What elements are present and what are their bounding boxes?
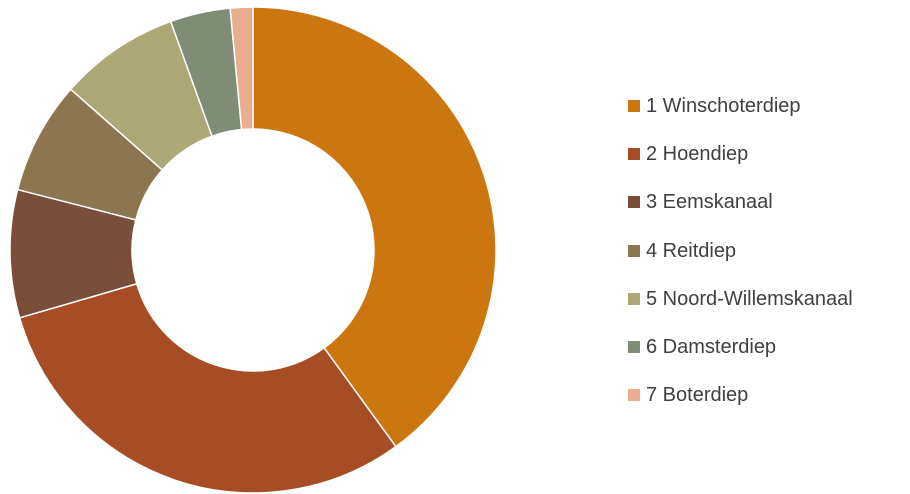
legend-swatch xyxy=(628,244,640,257)
legend-swatch xyxy=(628,389,640,402)
legend-item-5: 5 Noord-Willemskanaal xyxy=(628,286,853,312)
legend-item-3: 3 Eemskanaal xyxy=(628,189,853,215)
legend-label: 4 Reitdiep xyxy=(646,239,737,262)
legend-label: 2 Hoendiep xyxy=(646,143,749,166)
legend-swatch xyxy=(628,292,640,305)
legend-label: 1 Winschoterdiep xyxy=(646,95,801,117)
legend-label: 5 Noord-Willemskanaal xyxy=(646,287,853,310)
legend-label: 7 Boterdiep xyxy=(646,384,749,407)
legend-swatch xyxy=(628,100,640,112)
legend-label: 3 Eemskanaal xyxy=(646,191,773,214)
legend-swatch xyxy=(628,148,640,161)
legend-swatch xyxy=(628,196,640,209)
legend-item-6: 6 Damsterdiep xyxy=(628,334,853,360)
legend-item-4: 4 Reitdiep xyxy=(628,238,853,264)
donut-slice-2 xyxy=(18,282,397,494)
legend-item-1: 1 Winschoterdiep xyxy=(628,93,853,119)
legend-item-2: 2 Hoendiep xyxy=(628,141,853,167)
legend-swatch xyxy=(628,340,640,353)
chart-legend: 1 Winschoterdiep 2 Hoendiep 3 Eemskanaal 4 … xyxy=(628,93,853,408)
donut-slice-7 xyxy=(229,6,254,131)
donut-slice-1 xyxy=(252,6,497,448)
legend-label: 6 Damsterdiep xyxy=(646,335,777,358)
legend-item-7: 7 Boterdiep xyxy=(628,382,853,408)
